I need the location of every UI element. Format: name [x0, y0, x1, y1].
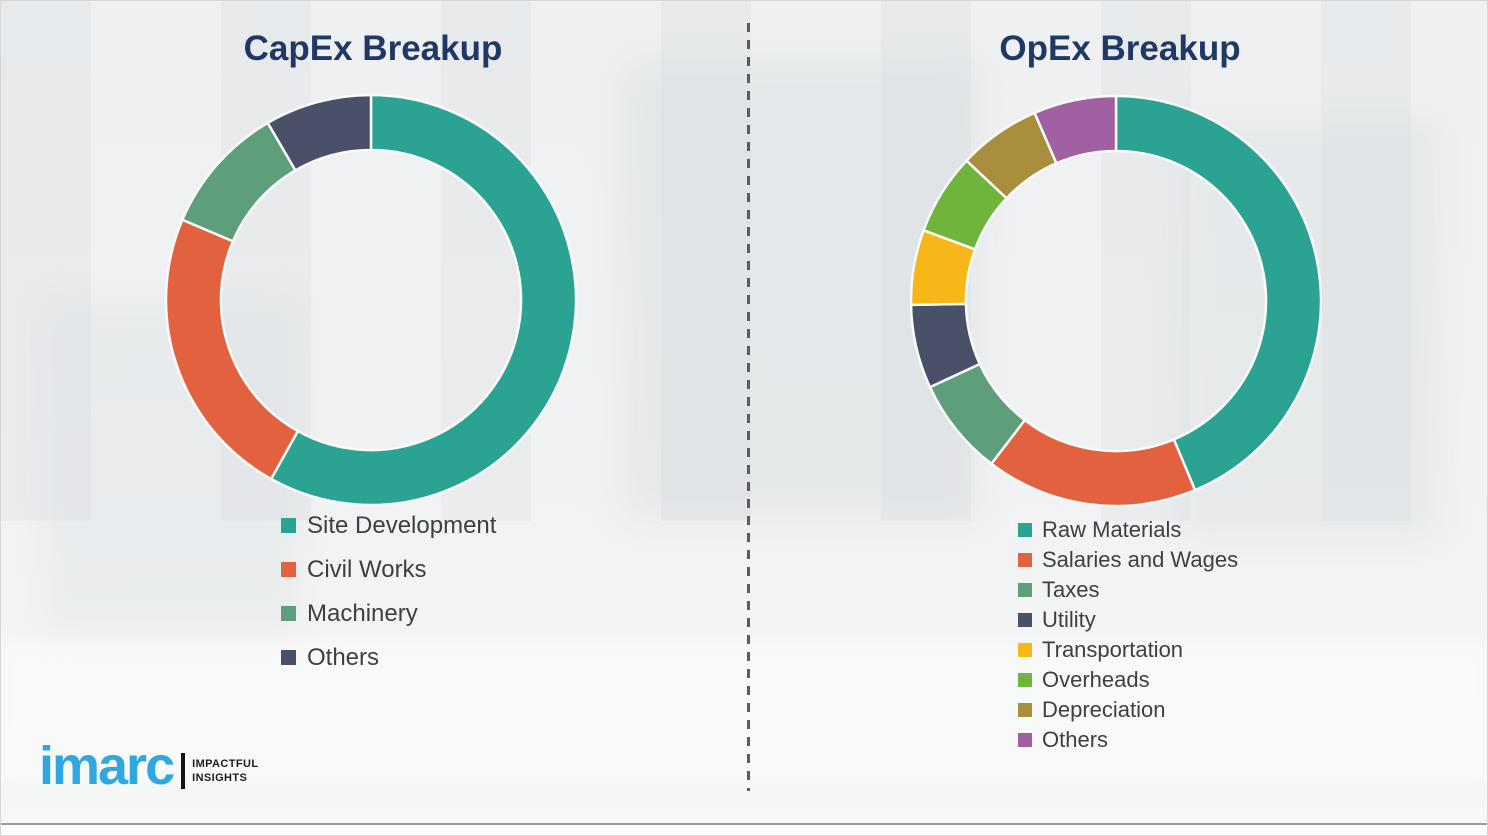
logo-tagline-line1: IMPACTFUL	[192, 757, 259, 770]
logo-divider-bar	[181, 753, 186, 789]
legend-marker	[1018, 672, 1032, 687]
donut-segment-others	[266, 93, 373, 172]
donut-segment-others	[1033, 94, 1118, 165]
legend-item-site-development: Site Development	[281, 511, 497, 539]
legend-label: Overheads	[1042, 666, 1150, 692]
legend-item-overheads: Overheads	[1018, 666, 1238, 692]
legend-marker	[1018, 552, 1032, 567]
legend-item-taxes: Taxes	[1018, 576, 1238, 602]
legend-marker	[281, 650, 296, 665]
logo-tagline: IMPACTFUL INSIGHTS	[192, 757, 258, 786]
legend-label: Raw Materials	[1042, 516, 1182, 542]
capex-donut-chart	[164, 93, 578, 507]
legend-marker	[1018, 732, 1032, 747]
imarc-logo: imarc IMPACTFUL INSIGHTS	[39, 739, 258, 793]
legend-label: Site Development	[307, 511, 497, 539]
capex-legend: Site Development Civil Works Machinery Othe…	[281, 511, 497, 671]
legend-item-civil-works: Civil Works	[281, 555, 496, 583]
opex-title: OpEx Breakup	[999, 29, 1241, 68]
legend-item-transportation: Transportation	[1018, 636, 1238, 662]
logo-tagline-line2: INSIGHTS	[192, 772, 248, 784]
donut-segment-site-development	[269, 93, 578, 507]
opex-donut-chart	[909, 94, 1323, 508]
legend-item-machinery: Machinery	[281, 599, 496, 627]
legend-item-others: Others	[281, 643, 496, 671]
legend-label: Others	[307, 643, 380, 671]
legend-label: Depreciation	[1042, 696, 1166, 722]
imarc-logo-wordmark: imarc	[39, 736, 175, 796]
legend-label: Machinery	[307, 599, 418, 627]
dashed-divider-line	[747, 23, 750, 791]
legend-label: Civil Works	[307, 555, 427, 583]
legend-marker	[281, 606, 296, 621]
opex-legend: Raw Materials Salaries and Wages Taxes Util…	[1018, 516, 1239, 752]
capex-title: CapEx Breakup	[243, 29, 503, 68]
bottom-border-line	[1, 823, 1487, 825]
legend-marker	[281, 518, 296, 533]
legend-item-utility: Utility	[1018, 606, 1238, 632]
legend-item-others: Others	[1018, 726, 1238, 752]
legend-marker	[281, 562, 296, 577]
legend-item-salaries-and-wages: Salaries and Wages	[1018, 546, 1239, 572]
donut-segment-salaries-and-wages	[990, 418, 1197, 508]
legend-marker	[1018, 702, 1032, 717]
legend-label: Utility	[1042, 606, 1096, 632]
donut-segment-civil-works	[164, 218, 300, 481]
legend-label: Transportation	[1042, 636, 1184, 662]
legend-marker	[1018, 642, 1032, 657]
legend-marker	[1018, 612, 1032, 627]
legend-marker	[1018, 582, 1032, 597]
donut-segment-raw-materials	[1114, 94, 1323, 492]
legend-label: Others	[1042, 726, 1109, 752]
legend-label: Salaries and Wages	[1042, 546, 1239, 572]
bottom-margin-strip	[1, 825, 1487, 835]
legend-item-depreciation: Depreciation	[1018, 696, 1238, 722]
legend-item-raw-materials: Raw Materials	[1018, 516, 1238, 542]
legend-marker	[1018, 522, 1032, 537]
legend-label: Taxes	[1042, 576, 1100, 602]
